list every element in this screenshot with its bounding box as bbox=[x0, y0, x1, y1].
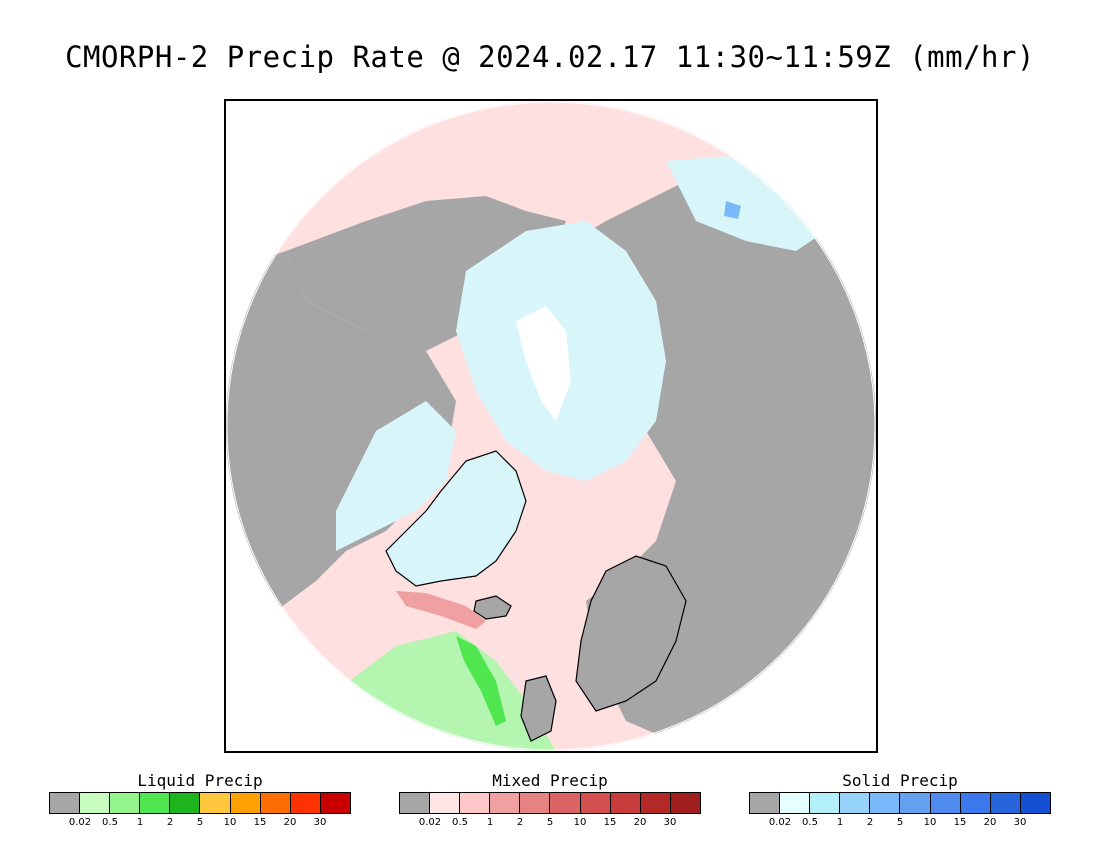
legend-tick-label: 0.02 bbox=[68, 817, 92, 828]
legend-tick-label: 2 bbox=[166, 817, 174, 828]
legend-swatch bbox=[320, 793, 350, 813]
legend-swatch bbox=[110, 793, 141, 813]
legend-tick-label: 5 bbox=[196, 817, 204, 828]
legend-swatch bbox=[1020, 793, 1050, 813]
legend-solid-swatches bbox=[749, 792, 1051, 814]
land-scandinavia bbox=[575, 555, 687, 712]
precip-map-svg bbox=[226, 101, 876, 751]
map-title: CMORPH-2 Precip Rate @ 2024.02.17 11:30~… bbox=[65, 40, 1035, 74]
legend-tick-label: 0.02 bbox=[418, 817, 442, 828]
legend-swatch bbox=[610, 793, 641, 813]
legend-mixed: Mixed Precip 0.02 0.5 1 2 5 10 15 20 30 bbox=[399, 770, 701, 830]
legend-tick-label: 20 bbox=[283, 817, 297, 828]
legend-swatch bbox=[490, 793, 521, 813]
siberia-snow-patch bbox=[666, 156, 826, 251]
legend-liquid-title: Liquid Precip bbox=[137, 771, 263, 790]
legend-tick-label: 0.5 bbox=[452, 817, 468, 828]
legend-tick-label: 5 bbox=[896, 817, 904, 828]
legend-swatch bbox=[780, 793, 811, 813]
legend-swatch bbox=[810, 793, 841, 813]
legend-solid-title: Solid Precip bbox=[842, 771, 958, 790]
legend-tick-label: 10 bbox=[223, 817, 237, 828]
legend-swatch bbox=[640, 793, 671, 813]
land-greenland bbox=[385, 450, 527, 587]
legend-mixed-swatches bbox=[399, 792, 701, 814]
legend-swatch bbox=[990, 793, 1021, 813]
legend-swatch bbox=[930, 793, 961, 813]
legend-tick-label: 1 bbox=[836, 817, 844, 828]
legend-swatch bbox=[230, 793, 261, 813]
legend-swatch bbox=[170, 793, 201, 813]
legend-tick-label: 0.5 bbox=[102, 817, 118, 828]
legend-tick-label: 2 bbox=[866, 817, 874, 828]
polar-map bbox=[224, 99, 878, 753]
legend-tick-label: 20 bbox=[983, 817, 997, 828]
legend-solid-ticks: 0.02 0.5 1 2 5 10 15 20 30 bbox=[749, 814, 1051, 830]
legend-swatch bbox=[430, 793, 461, 813]
legend-tick-label: 1 bbox=[136, 817, 144, 828]
legend-tick-label: 20 bbox=[633, 817, 647, 828]
legend-swatch bbox=[200, 793, 231, 813]
legend-mixed-ticks: 0.02 0.5 1 2 5 10 15 20 30 bbox=[399, 814, 701, 830]
canadian-archipelago-snow bbox=[336, 401, 456, 551]
legend-tick-label: 30 bbox=[313, 817, 327, 828]
legend-swatch bbox=[840, 793, 871, 813]
legend-tick-label: 30 bbox=[663, 817, 677, 828]
land-british-isles bbox=[520, 675, 557, 742]
land-north-america bbox=[226, 251, 456, 621]
siberia-heavy-snow bbox=[724, 201, 741, 219]
land-iceland bbox=[473, 595, 512, 620]
legend-tick-label: 10 bbox=[573, 817, 587, 828]
land-alaska bbox=[286, 196, 566, 351]
legend-swatch bbox=[460, 793, 491, 813]
legend-tick-label: 15 bbox=[253, 817, 267, 828]
legend-tick-label: 30 bbox=[1013, 817, 1027, 828]
legend-liquid-swatches bbox=[49, 792, 351, 814]
legend-swatch bbox=[900, 793, 931, 813]
legend-mixed-title: Mixed Precip bbox=[492, 771, 608, 790]
legend-swatch bbox=[80, 793, 111, 813]
legend-tick-label: 0.5 bbox=[802, 817, 818, 828]
legend-swatch bbox=[580, 793, 611, 813]
legend-tick-label: 15 bbox=[603, 817, 617, 828]
pole-no-data bbox=[516, 306, 571, 421]
legend-swatch bbox=[140, 793, 171, 813]
legend-liquid: Liquid Precip 0.02 0.5 1 2 5 10 15 20 30 bbox=[49, 770, 351, 830]
legend-tick-label: 15 bbox=[953, 817, 967, 828]
legend-swatch bbox=[960, 793, 991, 813]
legend-tick-label: 1 bbox=[486, 817, 494, 828]
legend-tick-label: 10 bbox=[923, 817, 937, 828]
legend-swatch bbox=[670, 793, 700, 813]
legend-swatch bbox=[870, 793, 901, 813]
mixed-precip-band bbox=[396, 591, 486, 629]
legend-solid: Solid Precip 0.02 0.5 1 2 5 10 15 20 30 bbox=[749, 770, 1051, 830]
legend-tick-label: 2 bbox=[516, 817, 524, 828]
legend-swatch bbox=[50, 793, 81, 813]
legend-swatch bbox=[550, 793, 581, 813]
legend-swatch bbox=[260, 793, 291, 813]
legend-swatch bbox=[290, 793, 321, 813]
atlantic-liquid-precip-core bbox=[456, 636, 506, 726]
legend-tick-label: 5 bbox=[546, 817, 554, 828]
legend-tick-label: 0.02 bbox=[768, 817, 792, 828]
map-disk-edge bbox=[226, 101, 876, 751]
legend-swatch bbox=[400, 793, 431, 813]
legend-swatch bbox=[520, 793, 551, 813]
legend-swatch bbox=[750, 793, 781, 813]
legend-liquid-ticks: 0.02 0.5 1 2 5 10 15 20 30 bbox=[49, 814, 351, 830]
